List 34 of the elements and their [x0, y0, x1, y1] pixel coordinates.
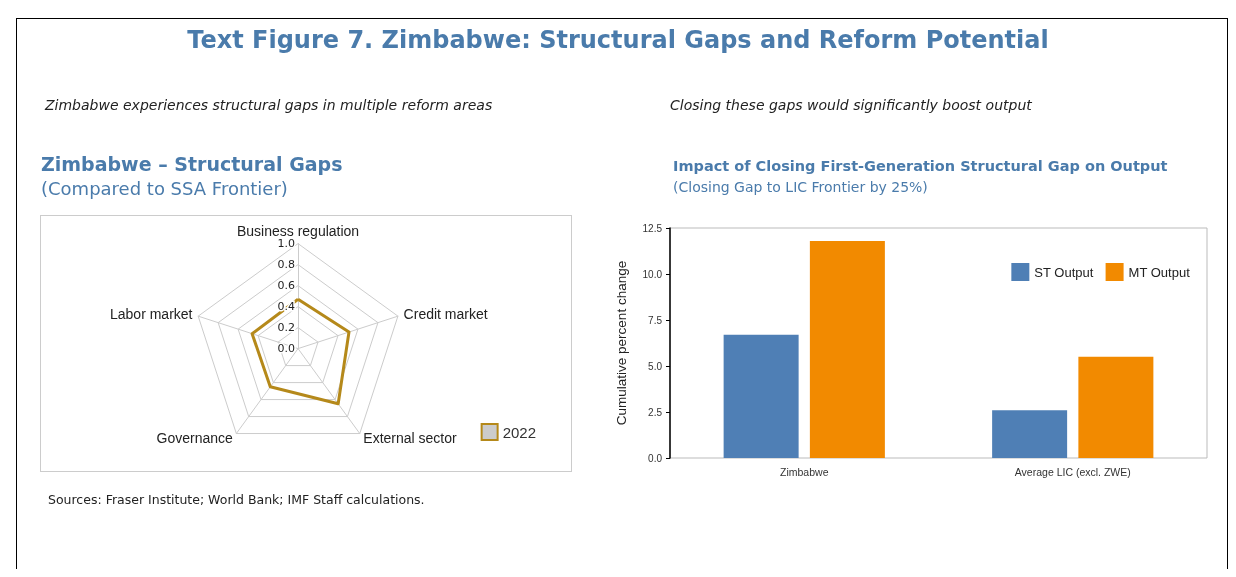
legend-label: MT Output — [1128, 264, 1191, 280]
bar — [1078, 356, 1154, 458]
text: Text Figure 7. Zimbabwe: Structural Gaps and Reform Potential — [186, 26, 1050, 54]
y-tick-label: 0.6 — [277, 279, 296, 293]
chart-title: Impact of Closing First-Generation Structural Gap on Output — [673, 158, 1168, 174]
spoke-label: Credit market — [403, 306, 488, 323]
spoke-label: Governance — [156, 430, 234, 447]
y-tick-label: 1.0 — [277, 237, 296, 251]
source-note: Sources: Fraser Institute; World Bank; IMF Staff calculations. — [48, 492, 425, 507]
y-tick-label: 5.0 — [648, 360, 663, 372]
y-axis-title: Cumulative percent change — [613, 260, 629, 426]
spoke-label: Labor market — [110, 306, 193, 323]
legend-label: ST Output — [1034, 264, 1094, 280]
bar — [723, 334, 799, 458]
legend-label: 2022 — [502, 423, 537, 441]
y-tick-label: 10.0 — [642, 268, 663, 280]
text: Zimbabwe experiences structural gaps in multiple reform areas — [45, 97, 493, 113]
y-tick-label: 0.0 — [277, 342, 296, 356]
y-tick-label: 0.8 — [277, 258, 296, 272]
y-tick-label: 12.5 — [642, 222, 663, 234]
x-tick-label: Average LIC (excl. ZWE) — [1014, 465, 1131, 478]
chart-title: Zimbabwe – Structural Gaps — [41, 153, 343, 175]
bar — [809, 240, 885, 458]
bar — [992, 410, 1068, 458]
y-tick-label: 0.0 — [648, 452, 663, 464]
spoke-label: External sector — [363, 430, 457, 447]
y-tick-label: 7.5 — [648, 314, 663, 326]
chart-subtitle: (Compared to SSA Frontier) — [41, 178, 288, 199]
chart-subtitle: (Closing Gap to LIC Frontier by 25%) — [673, 178, 928, 195]
spoke-label: Business regulation — [236, 222, 360, 239]
y-tick-label: 2.5 — [648, 406, 663, 418]
text: Closing these gaps would significantly boost output — [670, 97, 1032, 113]
y-tick-label: 0.2 — [277, 321, 296, 335]
x-tick-label: Zimbabwe — [780, 465, 829, 478]
